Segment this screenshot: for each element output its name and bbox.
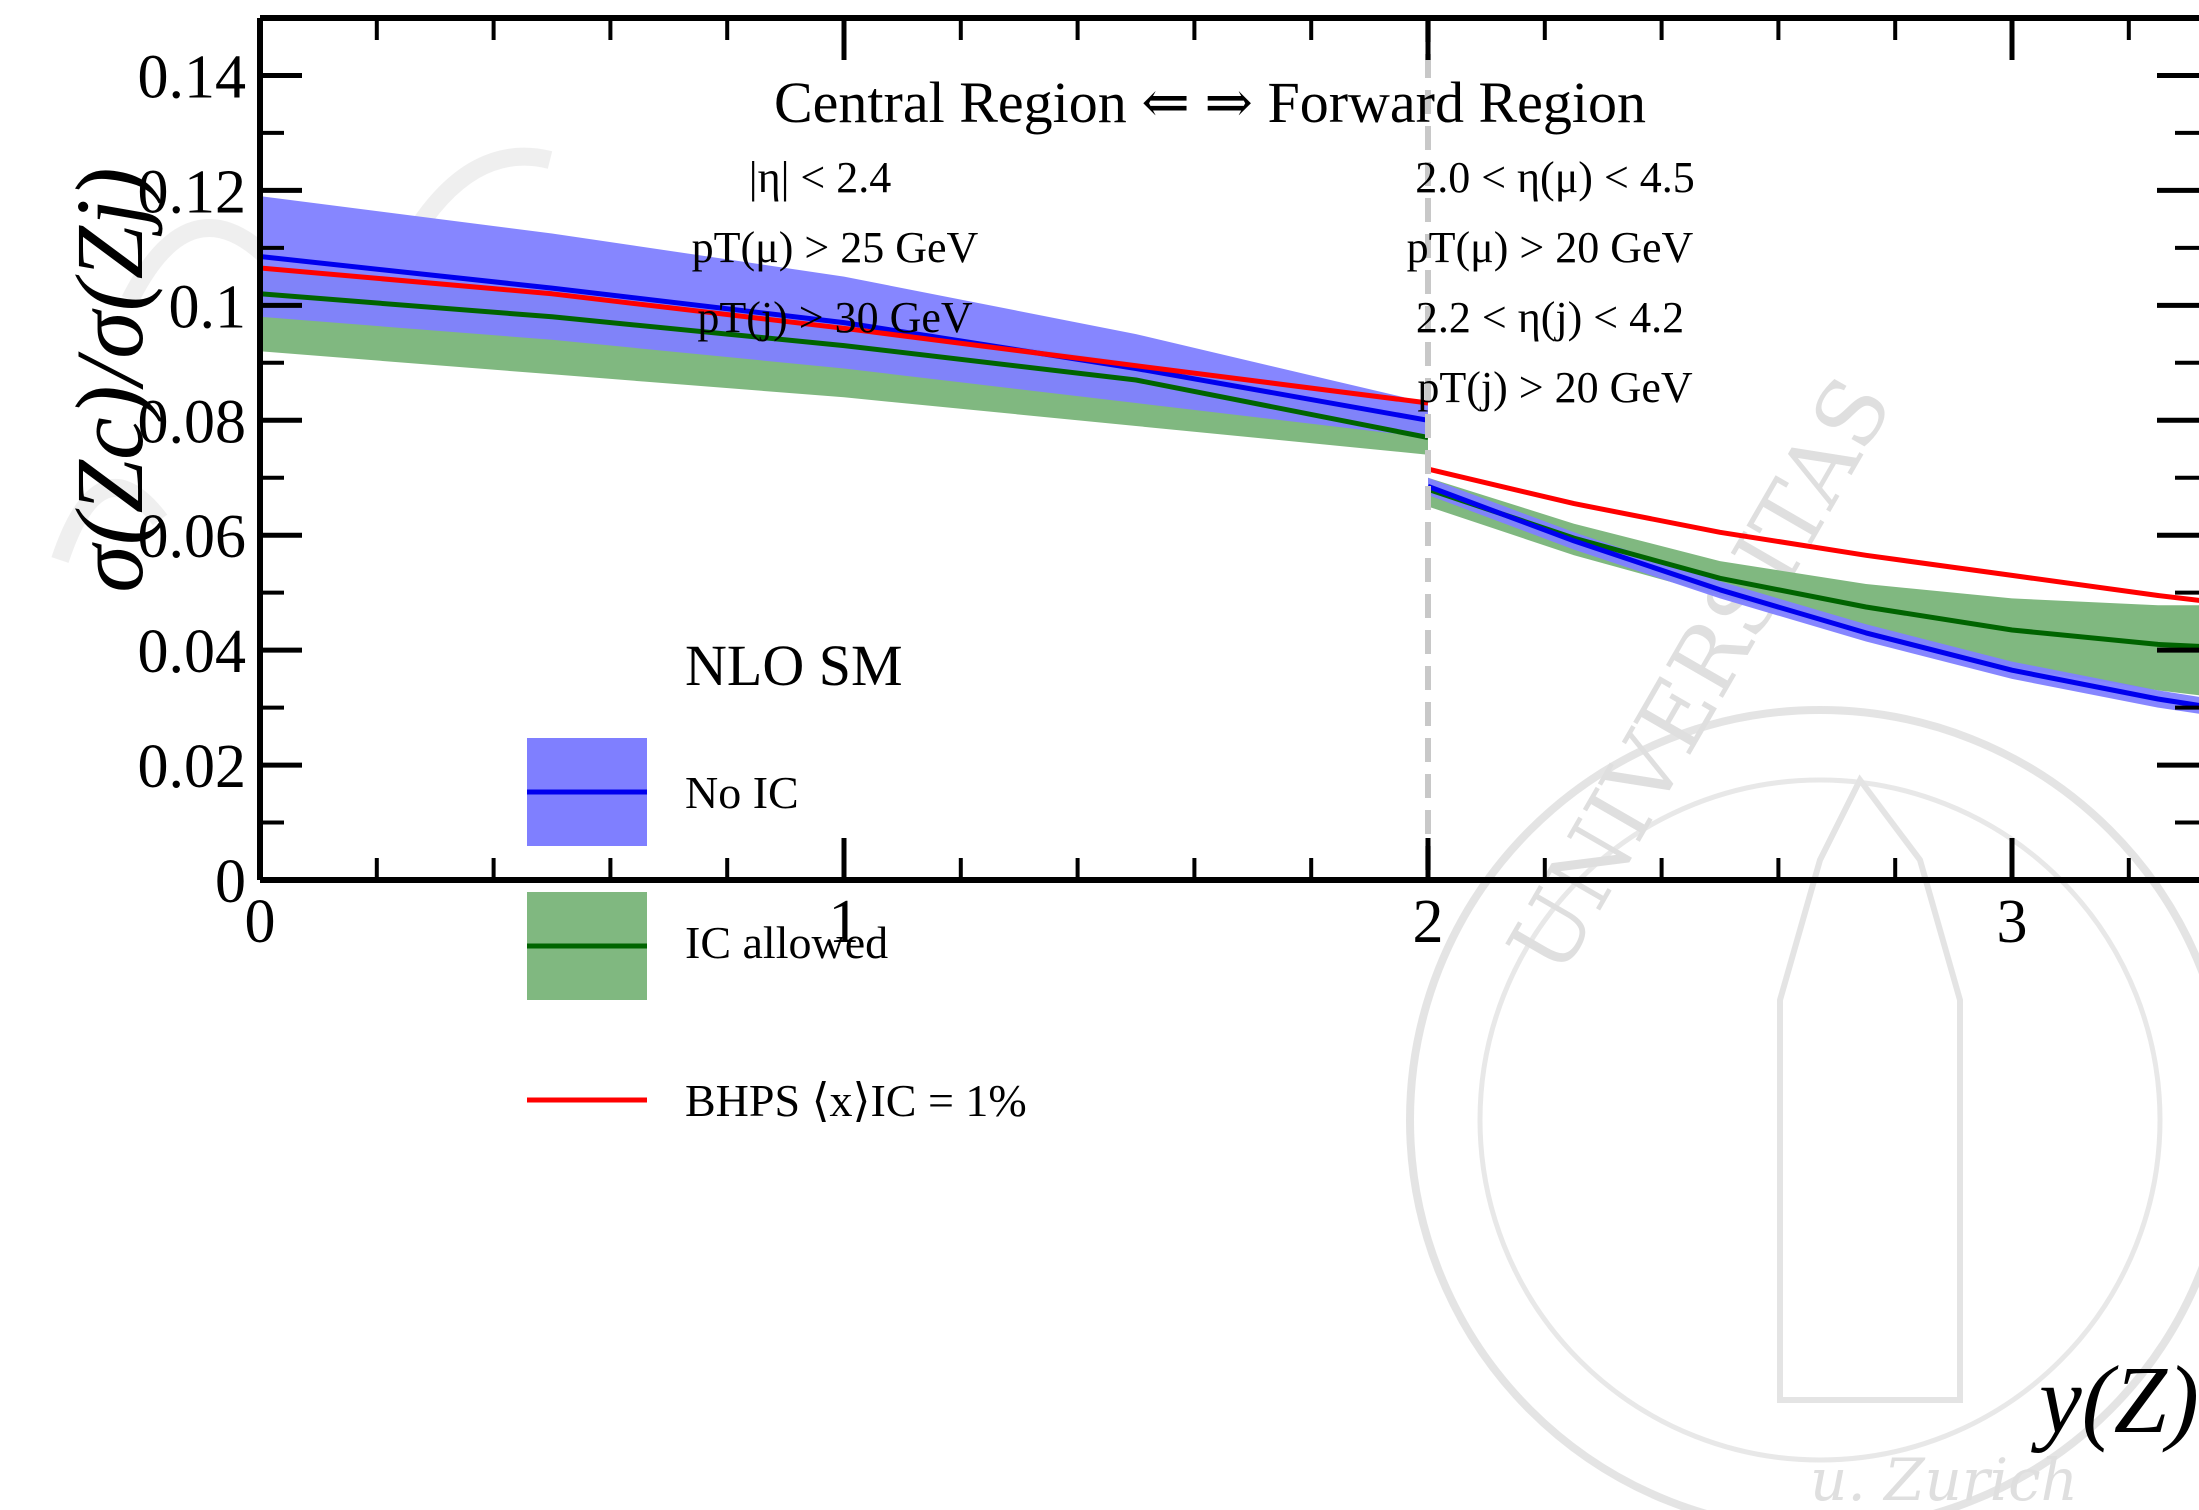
region-header: Central Region ⇐ ⇒ Forward Region bbox=[774, 70, 1646, 135]
band-no-ic-seg0 bbox=[260, 196, 1428, 438]
signature-text: u. Zurich bbox=[1810, 1446, 2078, 1510]
x-tick-label: 1 bbox=[829, 888, 860, 956]
legend-label-no-ic: No IC bbox=[685, 767, 799, 818]
line-no-ic-seg1 bbox=[1427, 484, 2199, 708]
legend-title: NLO SM bbox=[685, 633, 903, 698]
y-tick-label: 0.02 bbox=[138, 733, 247, 801]
x-tick-label: 0 bbox=[245, 888, 276, 956]
central-cut-3: pT(j) > 30 GeV bbox=[697, 293, 973, 342]
watermark-text: UNIVERSITAS bbox=[1488, 360, 1913, 991]
forward-cut-3: 2.2 < η(j) < 4.2 bbox=[1416, 293, 1684, 342]
central-cut-1: |η| < 2.4 bbox=[749, 153, 891, 202]
x-tick-label: 2 bbox=[1413, 888, 1444, 956]
x-tick-label: 3 bbox=[1997, 888, 2028, 956]
y-axis-title: σ(Zc)/σ(Zj) bbox=[56, 167, 163, 592]
line-ic-allowed-seg1 bbox=[1427, 486, 2199, 649]
forward-cut-4: pT(j) > 20 GeV bbox=[1417, 363, 1693, 412]
forward-cut-1: 2.0 < η(μ) < 4.5 bbox=[1415, 153, 1695, 202]
line-bhps-x-ic-1--seg0 bbox=[260, 265, 1429, 406]
y-tick-label: 0.1 bbox=[169, 273, 247, 341]
y-tick-label: 0.06 bbox=[138, 503, 247, 571]
line-no-ic-seg0 bbox=[260, 254, 1429, 423]
legend-label-bhps: BHPS ⟨x⟩IC = 1% bbox=[685, 1075, 1027, 1126]
line-bhps-x-ic-1--seg1 bbox=[1427, 466, 2199, 603]
y-tick-label: 0.08 bbox=[138, 388, 247, 456]
y-tick-label: 0.14 bbox=[138, 43, 247, 111]
region-annotations: Central Region ⇐ ⇒ Forward Region |η| < … bbox=[692, 70, 1695, 412]
central-cut-2: pT(μ) > 25 GeV bbox=[692, 223, 979, 272]
legend-label-ic-allowed: IC allowed bbox=[685, 917, 888, 968]
forward-cut-2: pT(μ) > 20 GeV bbox=[1407, 223, 1694, 272]
plot-layer bbox=[260, 196, 2199, 714]
plot-clipped-group bbox=[260, 196, 2199, 714]
band-ic-allowed-seg1 bbox=[1428, 477, 2199, 696]
legend: NLO SM No IC IC allowed BHPS ⟨x⟩IC = 1% bbox=[527, 633, 1027, 1126]
axes-layer: 00.020.040.060.080.10.120.1401234 bbox=[138, 15, 2199, 956]
y-tick-label: 0 bbox=[215, 848, 246, 916]
x-axis-title: y(Z) bbox=[2030, 1346, 2199, 1453]
y-tick-label: 0.04 bbox=[138, 618, 247, 686]
line-ic-allowed-seg0 bbox=[260, 291, 1429, 440]
y-tick-label: 0.12 bbox=[138, 158, 247, 226]
